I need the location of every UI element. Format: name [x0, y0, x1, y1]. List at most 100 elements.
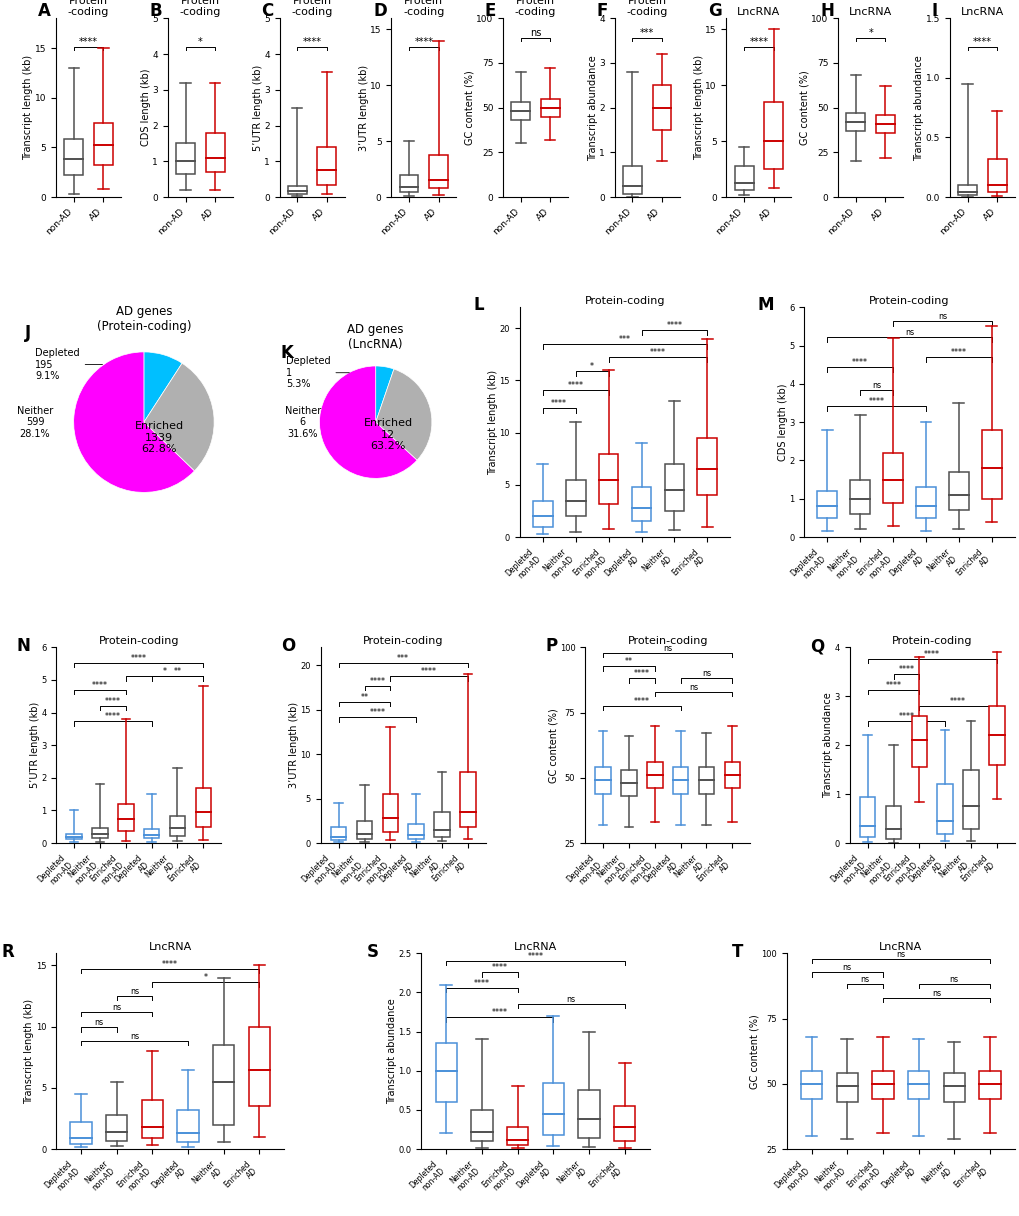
- Bar: [646, 762, 662, 788]
- Bar: [957, 185, 976, 195]
- Bar: [846, 113, 864, 131]
- Bar: [850, 479, 869, 514]
- Title: Protein-coding: Protein-coding: [868, 297, 949, 306]
- Text: ****: ****: [665, 321, 682, 330]
- Text: F: F: [596, 2, 607, 21]
- Text: ns: ns: [949, 975, 958, 984]
- Text: ns: ns: [129, 987, 139, 996]
- Wedge shape: [375, 368, 431, 460]
- Title: LncRNA: LncRNA: [878, 942, 921, 952]
- Wedge shape: [144, 351, 181, 422]
- Y-axis label: 3’UTR length (kb): 3’UTR length (kb): [359, 64, 368, 151]
- Text: B: B: [150, 2, 162, 21]
- Bar: [357, 821, 372, 839]
- Bar: [94, 123, 113, 165]
- Y-axis label: Transcript abundance: Transcript abundance: [914, 55, 923, 161]
- Y-axis label: 5’UTR length (kb): 5’UTR length (kb): [253, 64, 263, 151]
- Text: Depleted
195
9.1%: Depleted 195 9.1%: [35, 348, 102, 381]
- Title: AD genes
(LncRNA): AD genes (LncRNA): [347, 322, 404, 350]
- Text: ****: ****: [898, 713, 913, 721]
- Text: I: I: [930, 2, 936, 21]
- Y-axis label: CDS length (kb): CDS length (kb): [776, 383, 787, 461]
- Bar: [287, 186, 307, 193]
- Bar: [595, 767, 610, 794]
- Text: Neither
6
31.6%: Neither 6 31.6%: [284, 406, 320, 439]
- Title: LncRNA: LncRNA: [149, 942, 192, 952]
- Bar: [330, 827, 346, 840]
- Text: ****: ****: [568, 381, 583, 389]
- Bar: [734, 165, 753, 191]
- Bar: [196, 788, 211, 827]
- Text: N: N: [16, 637, 31, 655]
- Text: O: O: [280, 637, 294, 655]
- Bar: [144, 829, 159, 838]
- Text: *: *: [867, 28, 872, 38]
- Text: ****: ****: [851, 358, 867, 366]
- Y-axis label: GC content (%): GC content (%): [749, 1014, 759, 1088]
- Bar: [800, 1071, 821, 1099]
- Text: ns: ns: [529, 28, 541, 38]
- Bar: [836, 1074, 857, 1102]
- Text: ****: ****: [130, 653, 147, 663]
- Bar: [631, 486, 651, 522]
- Text: ****: ****: [162, 959, 178, 968]
- Bar: [511, 102, 530, 120]
- Text: **: **: [173, 668, 181, 676]
- Text: ****: ****: [369, 677, 385, 686]
- Bar: [66, 834, 82, 839]
- Text: A: A: [38, 2, 51, 21]
- Text: ****: ****: [633, 669, 649, 679]
- Title: Protein-coding: Protein-coding: [99, 636, 178, 647]
- Y-axis label: Transcript length (kb): Transcript length (kb): [24, 998, 35, 1104]
- Bar: [664, 465, 684, 511]
- Text: *: *: [162, 668, 166, 676]
- Bar: [884, 806, 901, 839]
- Title: AD genes
(Protein-coding): AD genes (Protein-coding): [97, 305, 191, 333]
- Wedge shape: [319, 366, 417, 478]
- Bar: [206, 133, 224, 171]
- Text: ns: ns: [94, 1018, 103, 1028]
- Text: Enriched
1339
62.8%: Enriched 1339 62.8%: [135, 421, 183, 455]
- Bar: [962, 770, 978, 829]
- Text: ns: ns: [904, 327, 913, 337]
- Text: Depleted
1
5.3%: Depleted 1 5.3%: [285, 356, 348, 389]
- Y-axis label: GC content (%): GC content (%): [547, 708, 557, 783]
- Bar: [471, 1110, 492, 1142]
- Text: ****: ****: [868, 396, 883, 406]
- Y-axis label: GC content (%): GC content (%): [465, 71, 474, 145]
- Title: Protein
-coding: Protein -coding: [179, 0, 221, 17]
- Text: ****: ****: [550, 399, 567, 407]
- Y-axis label: CDS length (kb): CDS length (kb): [141, 69, 151, 146]
- Text: ****: ****: [950, 348, 966, 358]
- Bar: [948, 472, 968, 511]
- Text: **: **: [625, 658, 633, 666]
- Y-axis label: Transcript abundance: Transcript abundance: [587, 55, 597, 161]
- Title: Protein-coding: Protein-coding: [584, 297, 664, 306]
- Bar: [986, 159, 1006, 192]
- Bar: [540, 98, 559, 117]
- Bar: [621, 770, 636, 796]
- Text: H: H: [819, 2, 834, 21]
- Bar: [429, 154, 447, 188]
- Text: R: R: [1, 944, 14, 962]
- Title: Protein
-coding: Protein -coding: [403, 0, 444, 17]
- Title: Protein-coding: Protein-coding: [363, 636, 443, 647]
- Bar: [542, 1082, 564, 1135]
- Text: ns: ns: [701, 669, 710, 679]
- Text: Neither
599
28.1%: Neither 599 28.1%: [17, 406, 53, 439]
- Bar: [673, 767, 688, 794]
- Bar: [623, 165, 641, 193]
- Wedge shape: [73, 351, 195, 492]
- Bar: [816, 491, 837, 518]
- Bar: [506, 1127, 528, 1145]
- Text: ****: ****: [949, 697, 965, 705]
- Text: ****: ****: [749, 36, 767, 46]
- Text: ns: ns: [842, 963, 851, 973]
- Title: Protein
-coding: Protein -coding: [626, 0, 667, 17]
- Bar: [723, 762, 740, 788]
- Bar: [317, 147, 336, 185]
- Text: *: *: [590, 362, 593, 371]
- Text: ns: ns: [860, 975, 869, 984]
- Bar: [213, 1045, 234, 1125]
- Bar: [882, 452, 902, 502]
